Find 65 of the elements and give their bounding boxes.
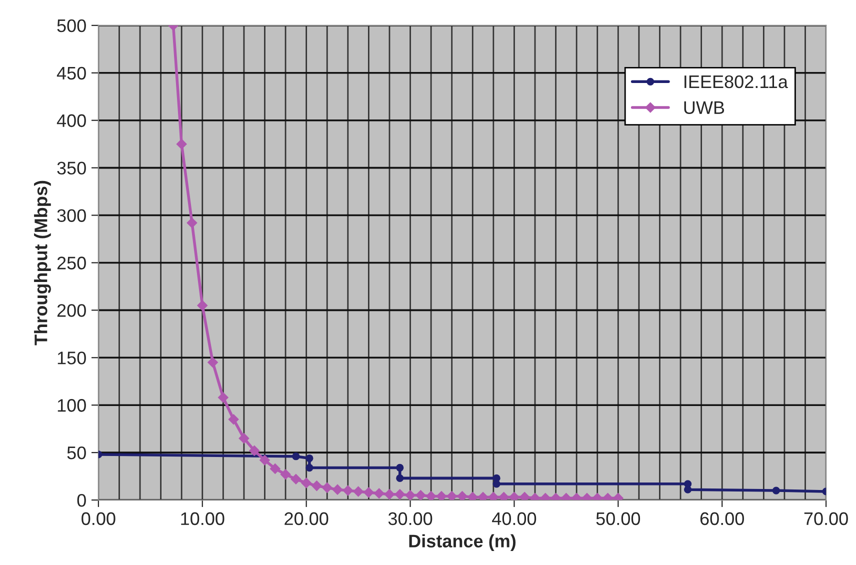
point [384, 489, 395, 500]
point [394, 489, 405, 500]
x-tick-label: 60.00 [700, 512, 744, 526]
point [228, 414, 239, 424]
point [292, 452, 300, 460]
point [280, 469, 291, 480]
point [312, 480, 322, 491]
point [364, 487, 374, 498]
point [772, 486, 780, 494]
point [396, 464, 404, 472]
x-tick-label: 30.00 [388, 512, 432, 526]
point [260, 455, 270, 466]
y-tick-label: 200 [57, 304, 86, 317]
point [468, 492, 478, 500]
point [218, 392, 228, 403]
x-tick-label: 40.00 [492, 512, 536, 526]
point [396, 474, 404, 482]
point [416, 490, 426, 500]
point [498, 492, 509, 500]
point [249, 446, 260, 456]
x-tick-label: 10.00 [181, 512, 224, 526]
point [197, 300, 208, 311]
x-axis-title: Distance (m) [409, 534, 516, 552]
point [186, 218, 198, 228]
point [446, 491, 457, 500]
point [478, 492, 488, 500]
point [374, 488, 384, 498]
y-axis-title: Throughput (Mbps) [34, 180, 51, 346]
point [290, 474, 302, 484]
point [306, 454, 314, 462]
point [342, 485, 354, 496]
y-tick-label: 50 [67, 446, 86, 460]
point [322, 482, 332, 493]
y-tick-label: 100 [58, 399, 86, 412]
point [519, 492, 530, 500]
point [208, 357, 218, 368]
point [176, 138, 187, 150]
legend-label: UWB [684, 101, 724, 114]
y-tick-label: 250 [57, 256, 86, 270]
x-tick-label: 70.00 [804, 512, 848, 526]
y-tick-label: 500 [57, 19, 86, 32]
point [457, 491, 468, 500]
y-tick-label: 350 [57, 162, 86, 175]
x-tick-label: 0.00 [82, 512, 116, 526]
y-tick-label: 150 [58, 352, 86, 364]
point [488, 492, 499, 500]
point [426, 491, 436, 500]
point [238, 433, 250, 444]
point [684, 486, 692, 494]
point [405, 490, 416, 500]
point [332, 484, 343, 495]
y-tick-label: 0 [77, 494, 86, 507]
point [353, 486, 364, 497]
y-tick-label: 450 [56, 66, 86, 80]
point [306, 464, 314, 472]
point [270, 464, 280, 474]
point [301, 478, 312, 488]
point [436, 491, 447, 500]
x-tick-label: 50.00 [596, 512, 640, 526]
x-tick-label: 20.00 [284, 512, 328, 526]
point [509, 492, 520, 500]
legend-label: IEEE802.11a [684, 75, 788, 88]
y-tick-label: 300 [57, 209, 86, 222]
point [492, 480, 500, 488]
y-tick-label: 400 [56, 114, 86, 128]
